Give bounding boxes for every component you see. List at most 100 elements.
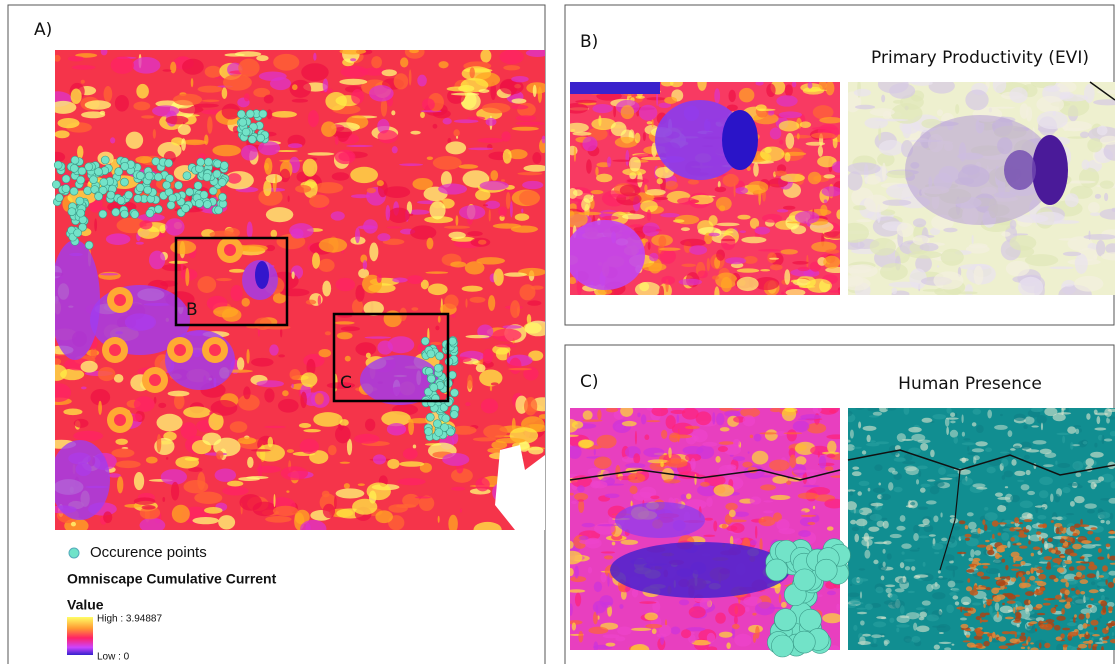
- texture-blob: [1075, 254, 1088, 274]
- texture-blob: [1108, 606, 1113, 611]
- texture-blob: [721, 239, 736, 241]
- texture-blob: [974, 565, 976, 568]
- texture-blob: [604, 555, 613, 559]
- occurrence-point: [430, 383, 438, 391]
- texture-blob: [1086, 631, 1089, 635]
- texture-blob: [850, 429, 854, 438]
- legend-title: Omniscape Cumulative Current: [67, 571, 277, 587]
- texture-blob: [650, 495, 659, 499]
- texture-blob: [737, 215, 750, 220]
- texture-blob: [172, 505, 190, 523]
- texture-blob: [511, 98, 526, 103]
- occurrence-point: [70, 164, 78, 172]
- texture-blob: [1076, 565, 1085, 570]
- texture-blob: [936, 577, 948, 580]
- texture-blob: [251, 358, 273, 367]
- texture-blob: [1106, 544, 1111, 548]
- texture-blob: [575, 593, 581, 607]
- texture-blob: [697, 270, 707, 278]
- texture-blob: [1059, 526, 1064, 531]
- texture-blob: [820, 205, 827, 217]
- texture-blob: [345, 356, 351, 362]
- texture-blob: [1056, 539, 1058, 547]
- legend-label: Occurence points: [90, 544, 207, 561]
- texture-blob: [134, 497, 156, 505]
- texture-blob: [1061, 407, 1065, 410]
- texture-blob: [740, 230, 746, 233]
- texture-blob: [1053, 111, 1056, 116]
- texture-blob: [1015, 611, 1020, 617]
- texture-blob: [1102, 641, 1107, 644]
- occurrence-point: [154, 205, 162, 213]
- texture-blob: [183, 139, 207, 145]
- texture-blob: [677, 414, 680, 423]
- texture-blob: [875, 441, 889, 444]
- texture-blob: [81, 111, 105, 118]
- texture-blob: [173, 94, 202, 106]
- texture-blob: [488, 295, 495, 311]
- texture-blob: [932, 414, 946, 419]
- texture-blob: [246, 349, 249, 364]
- texture-blob: [526, 82, 548, 93]
- texture-blob: [824, 199, 828, 203]
- texture-blob: [1001, 232, 1010, 237]
- texture-blob: [961, 457, 966, 463]
- texture-blob: [162, 497, 165, 502]
- texture-blob: [367, 188, 376, 194]
- texture-blob: [819, 456, 826, 469]
- occurrence-point: [68, 208, 76, 216]
- texture-blob: [763, 500, 773, 502]
- texture-blob: [981, 620, 988, 623]
- texture-blob: [666, 458, 687, 467]
- texture-blob: [635, 431, 637, 445]
- texture-blob: [1044, 85, 1060, 91]
- texture-blob: [52, 358, 61, 365]
- texture-blob: [307, 152, 334, 155]
- texture-blob: [968, 558, 973, 561]
- texture-blob: [953, 569, 955, 577]
- texture-blob: [946, 427, 949, 436]
- texture-blob: [1062, 436, 1065, 444]
- texture-blob: [1027, 646, 1029, 649]
- texture-blob: [230, 285, 242, 301]
- texture-blob: [572, 622, 576, 630]
- texture-blob: [741, 237, 766, 244]
- texture-blob: [264, 388, 274, 402]
- texture-blob: [202, 433, 221, 446]
- texture-blob: [1017, 480, 1024, 482]
- texture-blob: [911, 636, 920, 643]
- texture-blob: [955, 413, 957, 417]
- texture-blob: [607, 156, 611, 167]
- texture-blob: [926, 500, 937, 504]
- texture-blob: [1068, 632, 1078, 637]
- texture-blob: [961, 414, 963, 423]
- texture-blob: [142, 505, 156, 510]
- texture-blob: [55, 130, 70, 138]
- texture-blob: [980, 612, 986, 617]
- texture-blob: [630, 210, 636, 213]
- texture-blob: [1001, 532, 1009, 541]
- texture-blob: [242, 298, 250, 307]
- occurrence-point: [771, 635, 793, 657]
- texture-blob: [165, 218, 184, 236]
- legend-swatch: [67, 617, 93, 655]
- texture-blob: [938, 570, 941, 573]
- texture-blob: [715, 272, 737, 288]
- texture-blob: [1062, 628, 1070, 631]
- texture-blob: [656, 229, 662, 231]
- texture-blob: [919, 617, 925, 620]
- texture-blob: [842, 265, 872, 274]
- texture-blob: [98, 401, 102, 415]
- texture-blob: [1066, 513, 1075, 515]
- texture-blob: [1088, 640, 1093, 644]
- texture-blob: [716, 413, 725, 426]
- occurrence-point: [424, 427, 432, 435]
- texture-blob: [643, 132, 646, 141]
- texture-blob: [952, 644, 955, 646]
- texture-blob: [1052, 558, 1062, 563]
- texture-blob: [913, 525, 920, 533]
- texture-blob: [341, 326, 360, 331]
- texture-blob: [770, 128, 781, 140]
- texture-blob: [1055, 461, 1057, 465]
- texture-blob: [808, 473, 817, 485]
